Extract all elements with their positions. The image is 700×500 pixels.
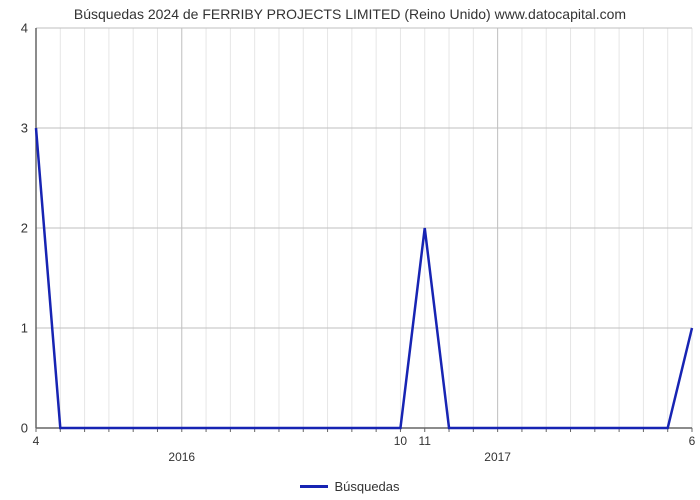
y-tick-label: 1 [21, 321, 28, 336]
x-corner-right: 6 [689, 434, 696, 448]
plot-area: 0123420161011201746 [36, 28, 692, 428]
y-tick-label: 2 [21, 221, 28, 236]
x-tick-label: 2016 [168, 450, 195, 464]
legend-swatch [300, 485, 328, 488]
y-tick-label: 3 [21, 121, 28, 136]
x-corner-left: 4 [33, 434, 40, 448]
chart-svg [36, 28, 692, 428]
y-tick-label: 4 [21, 21, 28, 36]
chart-title: Búsquedas 2024 de FERRIBY PROJECTS LIMIT… [0, 6, 700, 22]
legend-label: Búsquedas [334, 479, 399, 494]
x-tick-label: 10 [394, 434, 407, 448]
x-tick-label: 11 [419, 434, 431, 448]
chart-container: Búsquedas 2024 de FERRIBY PROJECTS LIMIT… [0, 0, 700, 500]
x-tick-label: 2017 [484, 450, 511, 464]
legend: Búsquedas [0, 478, 700, 494]
y-tick-label: 0 [21, 421, 28, 436]
